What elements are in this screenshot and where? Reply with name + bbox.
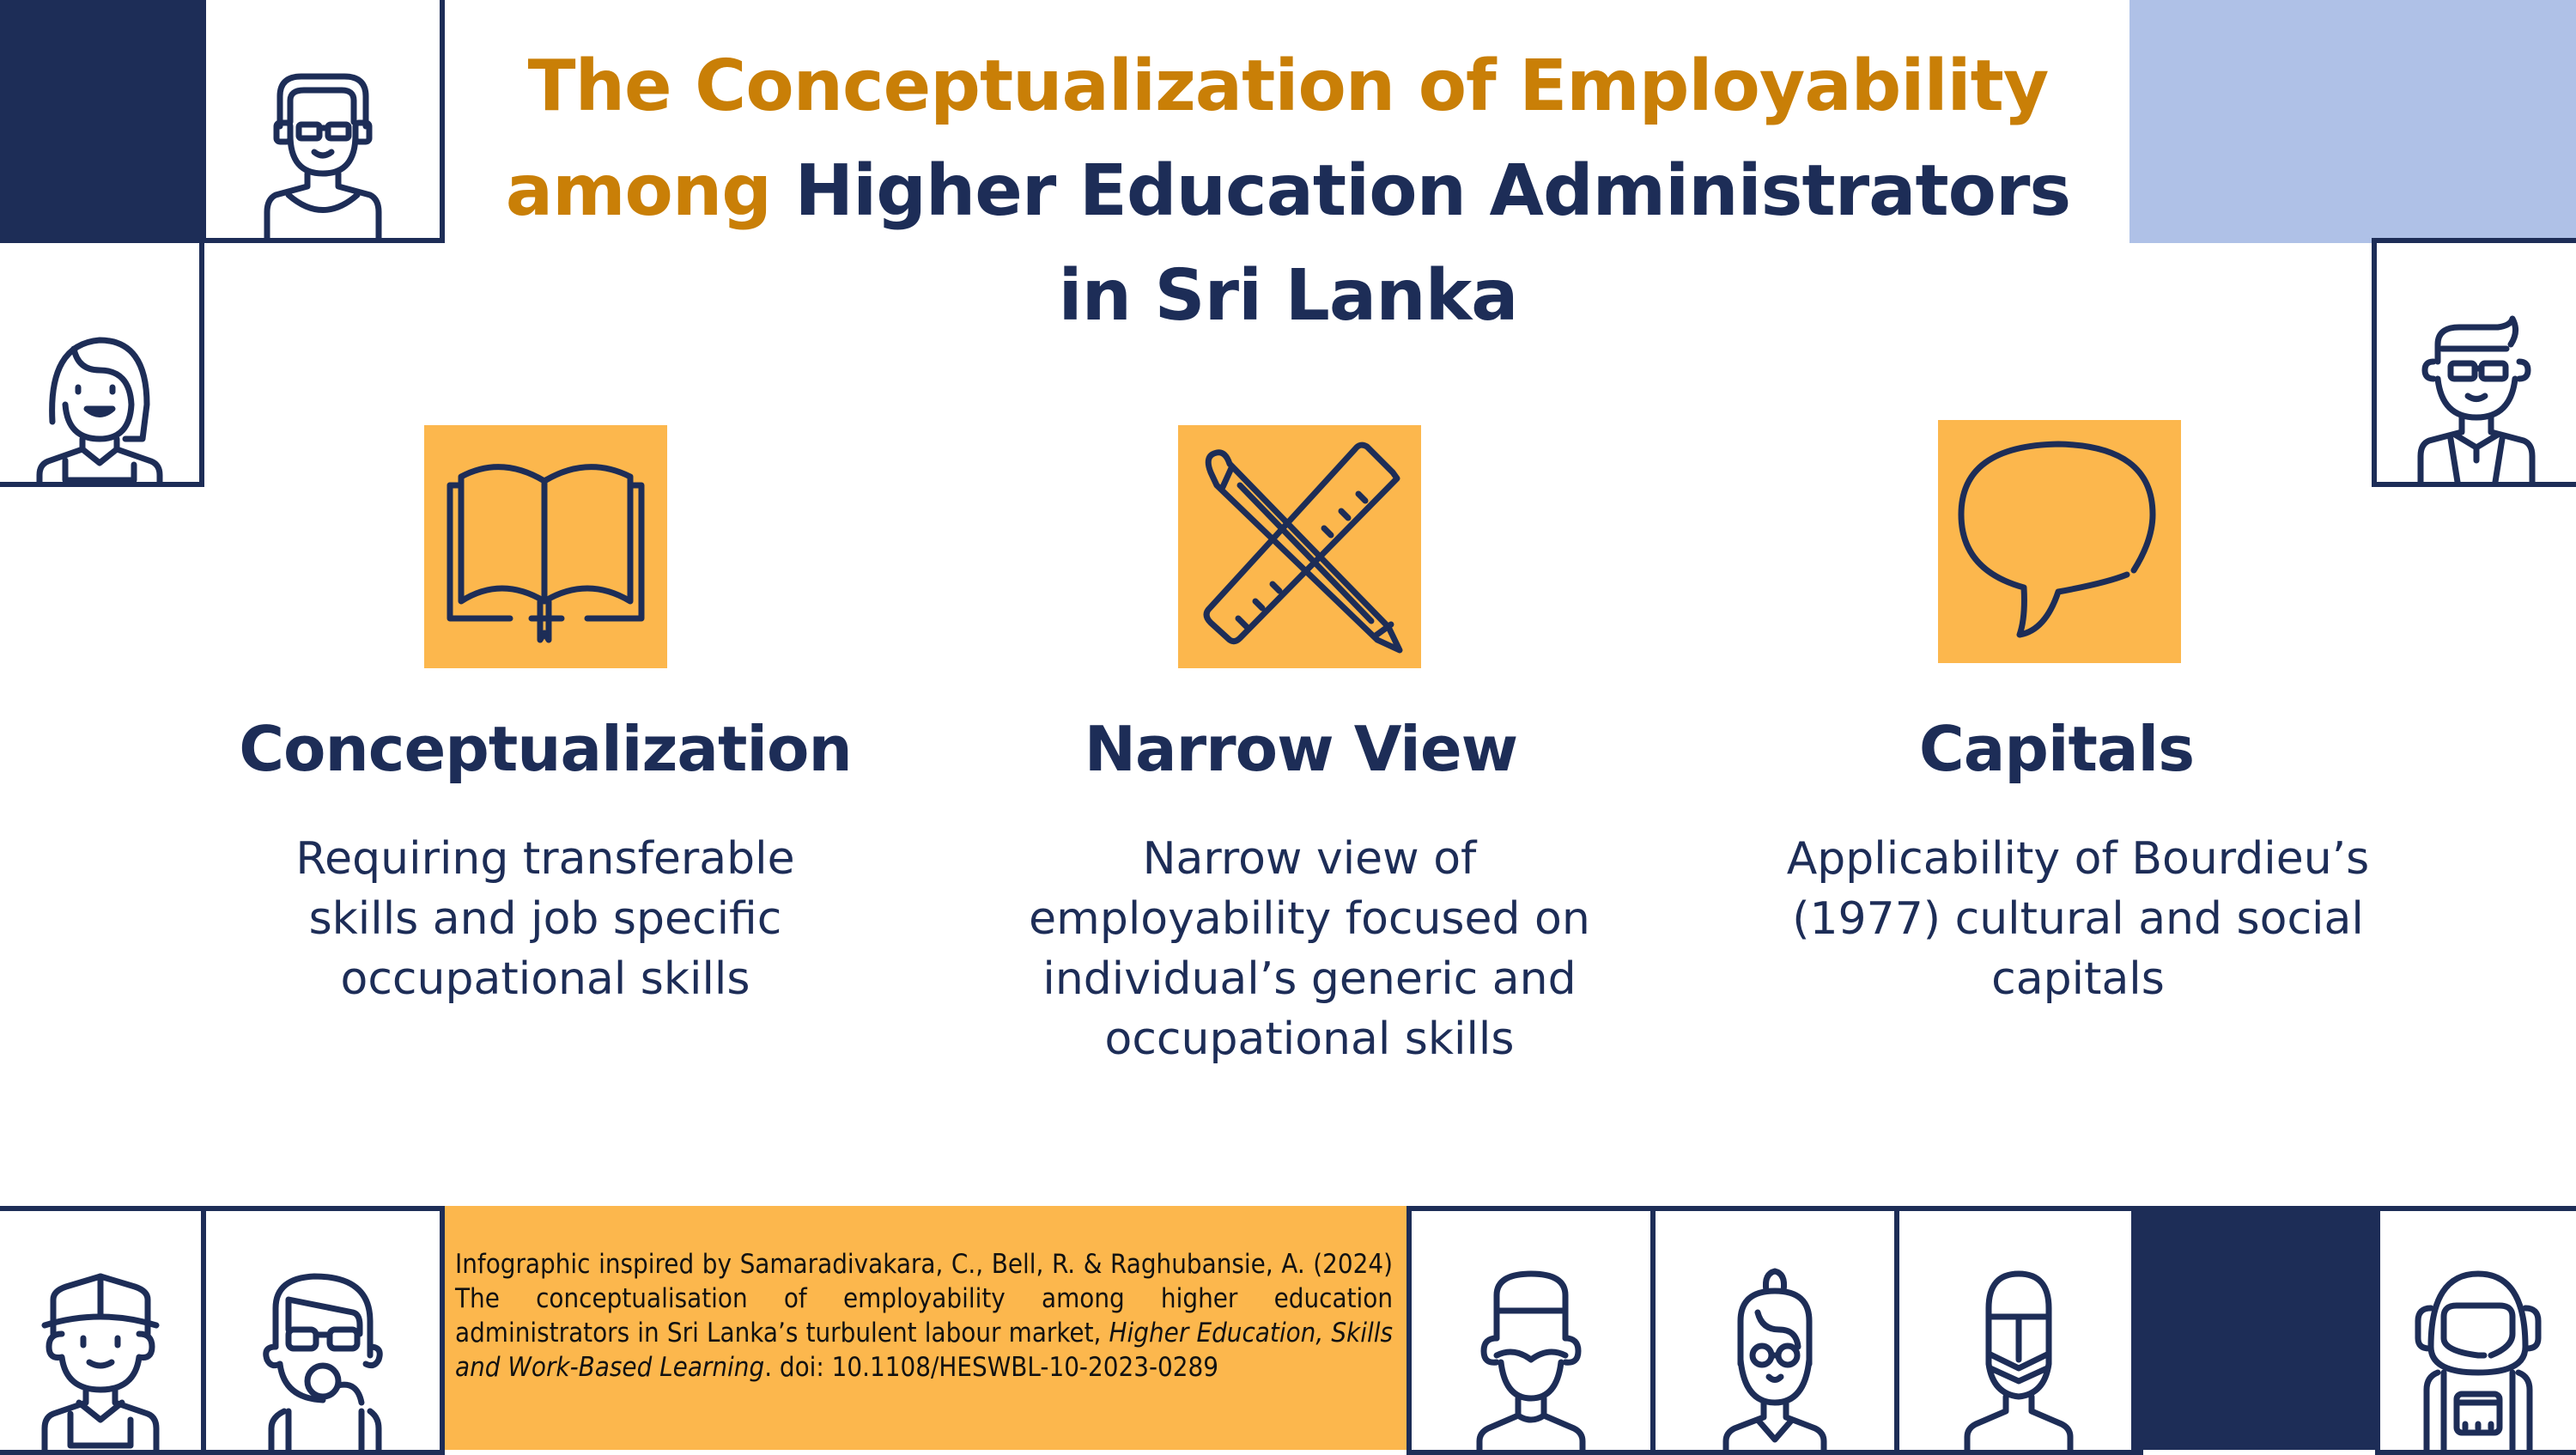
navy-block-bottom-right — [2131, 1206, 2380, 1450]
avatar-frame-businessman — [2372, 238, 2576, 487]
navy-corner-block-top-left — [0, 0, 206, 243]
body-conceptualization: Requiring transferable skills and job sp… — [202, 829, 889, 1009]
pencil-ruler-icon — [1203, 441, 1403, 654]
body-line: skills and job specific — [308, 893, 782, 945]
businessman-avatar-icon — [2417, 315, 2536, 482]
avatar-frame-woman-glasses — [1650, 1206, 1899, 1455]
title-line-2-dark: Higher Education Administrators — [794, 150, 2071, 232]
citation-text: Infographic inspired by Samaradivakara, … — [455, 1249, 1393, 1348]
body-line: Requiring transferable — [295, 833, 795, 885]
avatar-frame-woman — [0, 238, 204, 487]
body-line: individual’s generic and — [1042, 953, 1577, 1005]
speech-bubble-icon-box — [1938, 420, 2181, 663]
body-narrow-view: Narrow view of employability focused on … — [966, 829, 1653, 1069]
avatar-frame-astronaut — [2375, 1206, 2576, 1455]
body-line: capitals — [1991, 953, 2165, 1005]
body-line: employability focused on — [1029, 893, 1590, 945]
woman-with-glasses-avatar-icon — [1722, 1268, 1827, 1450]
body-line: occupational skills — [1104, 1014, 1515, 1065]
open-book-icon-box — [424, 425, 667, 668]
woman-avatar-icon — [36, 337, 163, 482]
title-line-1: The Conceptualization of Employability — [527, 46, 2050, 127]
citation-box: Infographic inspired by Samaradivakara, … — [445, 1206, 1406, 1450]
astronaut-avatar-icon — [2415, 1270, 2542, 1450]
citation-journal: Higher Education, Skills and Work-Based … — [455, 1318, 1393, 1383]
heading-conceptualization: Conceptualization — [239, 713, 853, 785]
avatar-frame-surgeon — [1894, 1206, 2143, 1455]
body-line: Applicability of Bourdieu’s — [1786, 833, 2370, 885]
heading-narrow-view: Narrow View — [1084, 713, 1518, 785]
light-blue-block-top-right — [2129, 0, 2576, 243]
title-line-2-accent: among — [505, 150, 772, 232]
citation-doi: . doi: 10.1108/HESWBL-10-2023-0289 — [764, 1352, 1218, 1383]
worker-with-cap-avatar-icon — [41, 1273, 160, 1450]
avatar-frame-man-glasses — [201, 0, 445, 243]
title-line-3: in Sri Lanka — [1058, 255, 1518, 337]
body-line: Narrow view of — [1142, 833, 1477, 885]
avatar-frame-headset — [201, 1206, 445, 1455]
heading-capitals: Capitals — [1918, 713, 2195, 785]
man-with-glasses-avatar-icon — [264, 73, 382, 238]
surgeon-avatar-icon — [1964, 1270, 2074, 1450]
open-book-icon — [447, 464, 645, 643]
page-title: The Conceptualization of Employability a… — [447, 34, 2129, 349]
person-with-headset-avatar-icon — [263, 1273, 383, 1450]
body-line: (1977) cultural and social — [1792, 893, 2364, 945]
avatar-frame-worker-cap — [0, 1206, 206, 1455]
pencil-ruler-icon-box — [1178, 425, 1421, 668]
body-line: occupational skills — [340, 953, 750, 1005]
masked-doctor-avatar-icon — [1476, 1270, 1586, 1450]
body-capitals: Applicability of Bourdieu’s (1977) cultu… — [1735, 829, 2421, 1009]
avatar-frame-masked-doctor — [1406, 1206, 1656, 1455]
speech-bubble-icon — [1958, 441, 2156, 638]
